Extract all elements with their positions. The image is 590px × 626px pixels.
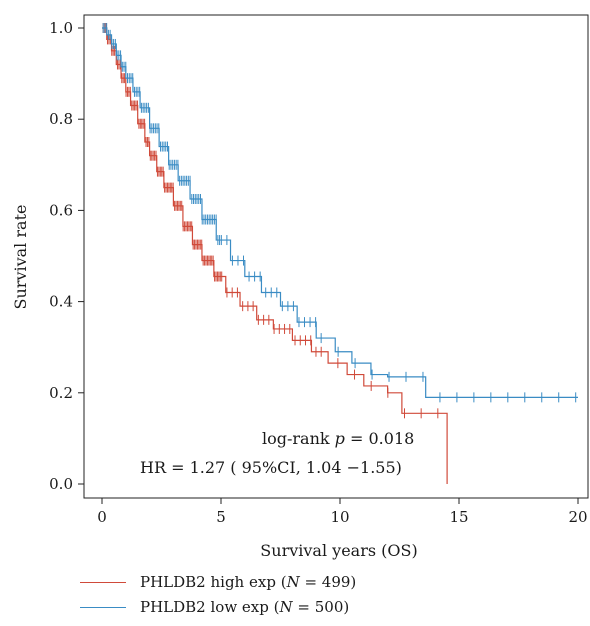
pvalue-value: = 0.018 — [345, 429, 414, 448]
axis-ticks: 0.0 0.2 0.4 0.6 0.8 1.0 0 5 10 15 20 — [49, 19, 587, 526]
survival-curve — [102, 27, 578, 398]
y-tick-label: 0.8 — [49, 110, 73, 128]
x-tick-label: 15 — [449, 508, 468, 526]
legend-item-high: PHLDB2 high exp (N = 499) — [80, 573, 356, 591]
survival-curve — [102, 27, 448, 484]
y-tick-label: 0.6 — [49, 201, 73, 219]
legend-item-low: PHLDB2 low exp (N = 500) — [80, 598, 349, 616]
x-tick-label: 5 — [216, 508, 226, 526]
y-tick-label: 0.2 — [49, 384, 73, 402]
x-tick-label: 0 — [97, 508, 107, 526]
x-tick-label: 10 — [330, 508, 349, 526]
censor-marks — [102, 23, 439, 419]
y-tick-label: 1.0 — [49, 19, 73, 37]
plot-frame — [83, 14, 589, 499]
hazard-ratio-annotation: HR = 1.27 ( 95%CI, 1.04 −1.55) — [140, 458, 402, 477]
pvalue-symbol: p — [335, 429, 345, 448]
legend-label-high: PHLDB2 high exp (N = 499) — [140, 573, 357, 591]
series-layer — [102, 23, 578, 484]
x-tick-label: 20 — [568, 508, 587, 526]
legend-label-low: PHLDB2 low exp (N = 500) — [140, 598, 350, 616]
series-low — [102, 23, 578, 403]
y-tick-label: 0.0 — [49, 475, 73, 493]
pvalue-prefix: log-rank — [262, 429, 335, 448]
series-high — [102, 23, 448, 484]
legend-swatch-low — [80, 606, 126, 608]
legend-swatch-high — [80, 581, 126, 583]
pvalue-annotation: log-rank p = 0.018 — [262, 429, 414, 448]
x-axis-label: Survival years (OS) — [260, 541, 417, 560]
y-axis-label: Survival rate — [11, 205, 30, 310]
censor-marks — [102, 23, 577, 403]
plot-border — [83, 14, 589, 499]
y-tick-label: 0.4 — [49, 293, 73, 311]
